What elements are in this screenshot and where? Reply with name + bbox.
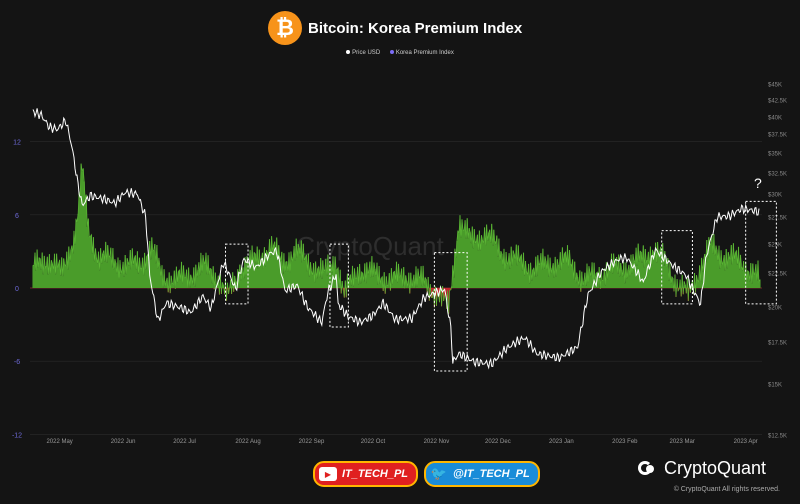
korea-premium-positive-bars [32,163,761,288]
right-axis-tick-label: $15K [768,383,782,389]
right-axis-tick-label: $40K [768,116,782,122]
right-axis-tick-label: $20K [768,306,782,312]
highlight-box [433,252,468,372]
right-axis-tick-label: $12.5K [768,434,787,440]
watermark: CryptoQuant [296,231,444,261]
brand-name: CryptoQuant [664,458,767,478]
cryptoquant-brand: CryptoQuant [638,458,766,479]
right-axis-tick-label: $35K [768,152,782,158]
x-axis-tick-label: 2023 Mar [670,439,695,445]
x-axis-tick-label: 2022 Aug [235,439,260,445]
legend-item-korea-premium[interactable]: Korea Premium Index [389,50,454,56]
twitter-badge[interactable]: 🐦 @IT_TECH_PL [424,461,540,487]
x-axis-tick-label: 2022 Dec [485,439,511,445]
cryptoquant-logo-icon [638,459,658,479]
chart-header: ₿ Bitcoin: Korea Premium Index Price USD… [0,0,800,70]
x-axis-tick-label: 2023 Apr [734,439,758,445]
korea-premium-series-line [32,163,761,314]
chart-legend: Price USD Korea Premium Index [0,50,800,56]
highlight-box [329,243,349,328]
x-axis-tick-label: 2022 Jun [111,439,136,445]
highlight-box [225,243,249,305]
left-axis-tick-label: -12 [12,432,22,439]
x-axis-tick-label: 2023 Jan [549,439,574,445]
highlight-box [745,200,777,305]
right-axis-tick-label: $42.5K [768,99,787,105]
x-axis-tick-label: 2022 Nov [424,439,450,445]
x-axis-tick-label: 2022 Jul [173,439,196,445]
x-axis-tick-label: 2022 Oct [361,439,386,445]
twitter-icon: 🐦 [430,466,448,481]
legend-item-price[interactable]: Price USD [346,50,380,56]
right-axis-tick-label: $27.5K [768,216,787,222]
right-axis-tick-label: $32.5K [768,172,787,178]
twitter-label: @IT_TECH_PL [453,468,530,480]
chart-title: Bitcoin: Korea Premium Index [308,20,523,37]
right-axis-tick-label: $22.5K [768,272,787,278]
youtube-badge[interactable]: ▶ IT_TECH_PL [313,461,419,487]
right-axis-tick-label: $37.5K [768,133,787,139]
x-axis-tick-label: 2023 Feb [612,439,638,445]
left-axis-tick-label: 0 [15,286,19,293]
bitcoin-logo-icon: ₿ [268,11,302,45]
right-axis-tick-label: $30K [768,193,782,199]
left-axis-tick-label: 6 [15,213,19,220]
right-axis-tick-label: $25K [768,243,782,249]
copyright-text: © CryptoQuant All rights reserved. [673,486,780,493]
right-axis-tick-label: $17.5K [768,341,787,347]
x-axis-tick-label: 2022 Sep [299,439,325,445]
left-axis-tick-label: -6 [14,359,20,366]
x-axis-tick-label: 2022 May [46,439,72,445]
right-axis-tick-label: $45K [768,83,782,89]
youtube-label: IT_TECH_PL [342,468,409,480]
left-axis-tick-label: 12 [13,140,21,147]
youtube-icon: ▶ [319,467,337,481]
price-usd-series-line [32,108,760,370]
korea-premium-negative-bars [167,288,697,314]
annotation-question-mark: ? [754,175,762,191]
